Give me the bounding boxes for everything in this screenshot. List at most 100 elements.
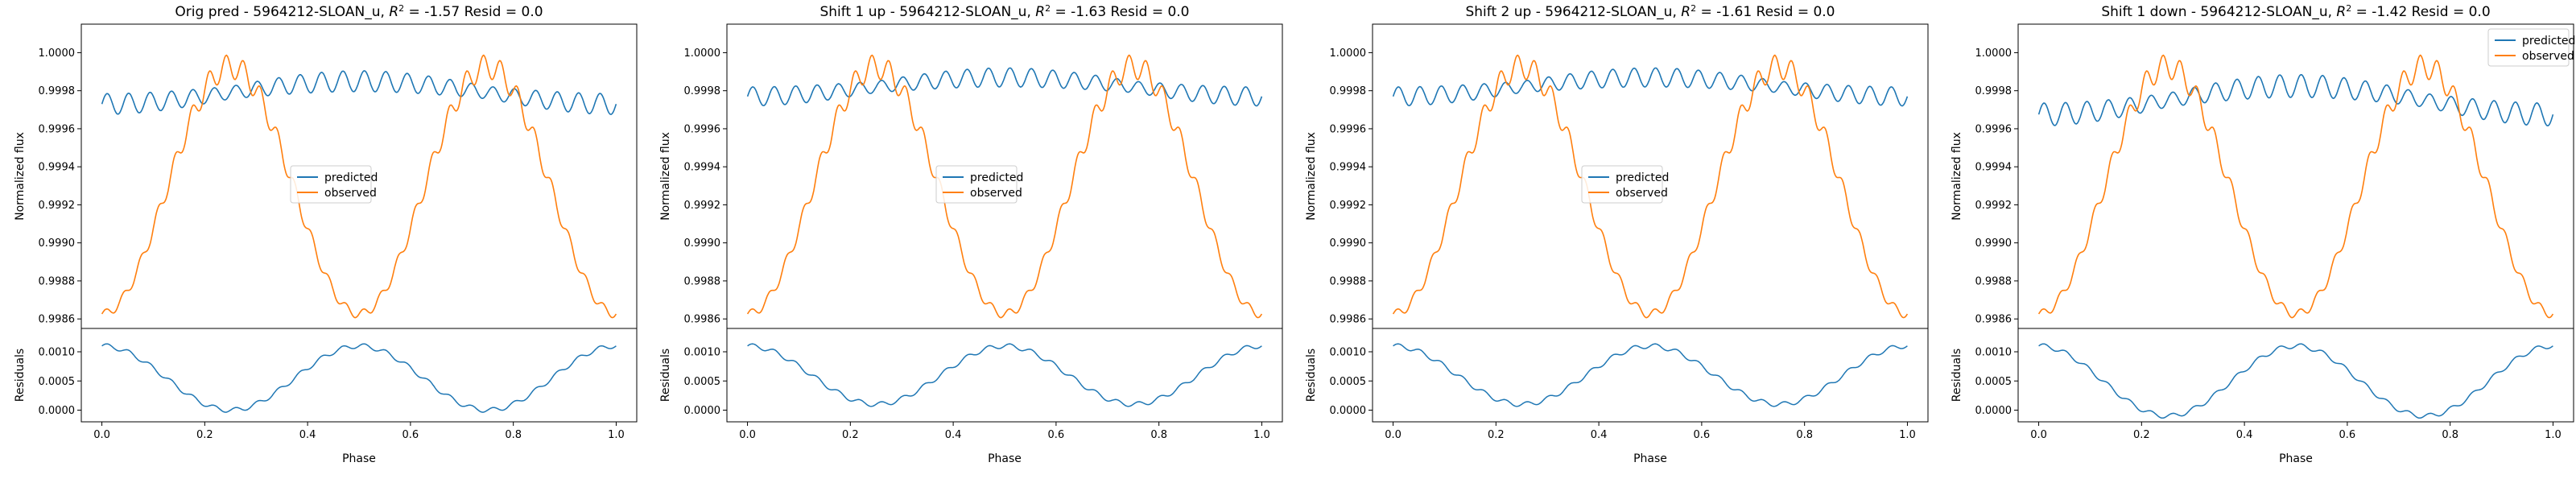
x-tick-label: 0.2 bbox=[2133, 429, 2150, 441]
y-tick-label: 0.9986 bbox=[1975, 314, 2013, 326]
resid-y-tick-label: 0.0000 bbox=[684, 405, 721, 417]
x-tick-label: 0.6 bbox=[1694, 429, 1711, 441]
chart-panel-2: Shift 1 up - 5964212-SLOAN_u, R2 = -1.63… bbox=[659, 3, 1283, 465]
residual-line bbox=[747, 343, 1262, 407]
y-tick-label: 0.9988 bbox=[1330, 275, 1367, 287]
y-tick-label: 1.0000 bbox=[684, 47, 721, 60]
chart-panel-4: Shift 1 down - 5964212-SLOAN_u, R2 = -1.… bbox=[1951, 3, 2575, 465]
x-tick-label: 0.8 bbox=[505, 429, 522, 441]
chart-panel-1: Orig pred - 5964212-SLOAN_u, R2 = -1.57 … bbox=[14, 3, 638, 465]
x-tick-label: 1.0 bbox=[608, 429, 625, 441]
residual-axes-frame bbox=[1372, 328, 1929, 423]
legend-label-observed: observed bbox=[324, 187, 377, 200]
y-tick-label: 0.9996 bbox=[684, 123, 721, 135]
x-tick-label: 1.0 bbox=[1253, 429, 1270, 441]
chart-title: Shift 1 up - 5964212-SLOAN_u, R2 = -1.63… bbox=[819, 3, 1189, 20]
x-tick-label: 0.0 bbox=[739, 429, 756, 441]
series-line-predicted bbox=[746, 67, 1263, 107]
x-tick-label: 0.4 bbox=[299, 429, 316, 441]
y-tick-label: 0.9994 bbox=[1975, 162, 2013, 174]
series-line-predicted bbox=[101, 70, 617, 115]
resid-y-tick-label: 0.0005 bbox=[1975, 376, 2013, 388]
legend: predicted observed bbox=[2487, 28, 2575, 67]
x-tick-label: 0.8 bbox=[1150, 429, 1167, 441]
y-tick-label: 0.9990 bbox=[1330, 237, 1367, 250]
x-axis-label: Phase bbox=[2279, 452, 2313, 465]
y-tick-label: 0.9992 bbox=[39, 200, 76, 212]
y-tick-label: 0.9994 bbox=[39, 162, 76, 174]
y-tick-label: 0.9992 bbox=[1975, 200, 2013, 212]
residual-line bbox=[101, 343, 617, 413]
legend-label-predicted: predicted bbox=[324, 171, 378, 184]
residual-axes-frame bbox=[726, 328, 1283, 423]
x-tick-label: 0.6 bbox=[2339, 429, 2356, 441]
resid-y-tick-label: 0.0010 bbox=[684, 347, 721, 359]
y-tick-label: 0.9994 bbox=[684, 162, 721, 174]
residual-line bbox=[1393, 343, 1908, 407]
x-axis-label: Phase bbox=[988, 452, 1022, 465]
legend-label-observed: observed bbox=[970, 187, 1022, 200]
x-tick-label: 0.6 bbox=[402, 429, 419, 441]
series-line-predicted bbox=[1392, 67, 1909, 107]
y-tick-label: 0.9988 bbox=[1975, 275, 2013, 287]
y-tick-label: 0.9998 bbox=[1330, 85, 1367, 97]
y-tick-label: 0.9986 bbox=[39, 314, 76, 326]
y-tick-label: 0.9986 bbox=[1330, 314, 1367, 326]
y-tick-label: 0.9994 bbox=[1330, 162, 1367, 174]
resid-y-tick-label: 0.0005 bbox=[684, 376, 721, 388]
resid-y-tick-label: 0.0000 bbox=[39, 405, 76, 417]
y-tick-label: 0.9992 bbox=[684, 200, 721, 212]
y-axis-label: Normalized flux bbox=[659, 132, 672, 221]
y-tick-label: 0.9990 bbox=[39, 237, 76, 250]
y-tick-label: 0.9988 bbox=[684, 275, 721, 287]
y-tick-label: 0.9996 bbox=[1330, 123, 1367, 135]
residual-line bbox=[2038, 343, 2553, 419]
x-tick-label: 0.2 bbox=[1488, 429, 1505, 441]
legend-box bbox=[2487, 28, 2570, 67]
y-tick-label: 0.9998 bbox=[39, 85, 76, 97]
x-tick-label: 0.8 bbox=[1796, 429, 1813, 441]
x-tick-label: 0.4 bbox=[1591, 429, 1608, 441]
series-line-observed bbox=[746, 54, 1263, 319]
resid-y-tick-label: 0.0010 bbox=[1975, 347, 2013, 359]
y-tick-label: 0.9996 bbox=[39, 123, 76, 135]
y-axis-label: Normalized flux bbox=[1305, 132, 1318, 221]
residual-axes-frame bbox=[80, 328, 638, 423]
y-tick-label: 0.9986 bbox=[684, 314, 721, 326]
series-line-observed bbox=[2037, 54, 2554, 319]
x-tick-label: 0.8 bbox=[2442, 429, 2458, 441]
x-axis-label: Phase bbox=[1633, 452, 1667, 465]
x-tick-label: 0.4 bbox=[2236, 429, 2253, 441]
series-line-observed bbox=[101, 54, 617, 319]
legend-label-observed: observed bbox=[1616, 187, 1668, 200]
chart-panel-3: Shift 2 up - 5964212-SLOAN_u, R2 = -1.61… bbox=[1305, 3, 1929, 465]
x-tick-label: 0.4 bbox=[945, 429, 962, 441]
x-tick-label: 0.6 bbox=[1048, 429, 1065, 441]
legend-label-predicted: predicted bbox=[1616, 171, 1669, 184]
resid-y-tick-label: 0.0000 bbox=[1330, 405, 1367, 417]
x-tick-label: 1.0 bbox=[2545, 429, 2562, 441]
x-tick-label: 0.0 bbox=[2030, 429, 2047, 441]
legend-label-observed: observed bbox=[2522, 50, 2574, 63]
resid-y-tick-label: 0.0005 bbox=[39, 376, 76, 388]
x-axis-label: Phase bbox=[342, 452, 376, 465]
x-tick-label: 0.2 bbox=[196, 429, 213, 441]
legend-box bbox=[935, 165, 1018, 204]
legend-label-predicted: predicted bbox=[970, 171, 1023, 184]
y-tick-label: 0.9998 bbox=[1975, 85, 2013, 97]
legend-box bbox=[1581, 165, 1663, 204]
residual-axes-frame bbox=[2017, 328, 2574, 423]
y-tick-label: 0.9998 bbox=[684, 85, 721, 97]
resid-y-tick-label: 0.0010 bbox=[1330, 347, 1367, 359]
x-tick-label: 1.0 bbox=[1899, 429, 1916, 441]
y-tick-label: 1.0000 bbox=[39, 47, 76, 60]
y-tick-label: 1.0000 bbox=[1975, 47, 2013, 60]
chart-title: Shift 2 up - 5964212-SLOAN_u, R2 = -1.61… bbox=[1465, 3, 1835, 20]
series-line-predicted bbox=[2037, 73, 2554, 127]
resid-y-axis-label: Residuals bbox=[1951, 349, 1963, 402]
legend: predicted observed bbox=[290, 165, 378, 204]
y-tick-label: 0.9988 bbox=[39, 275, 76, 287]
resid-y-axis-label: Residuals bbox=[14, 349, 27, 402]
legend: predicted observed bbox=[935, 165, 1023, 204]
